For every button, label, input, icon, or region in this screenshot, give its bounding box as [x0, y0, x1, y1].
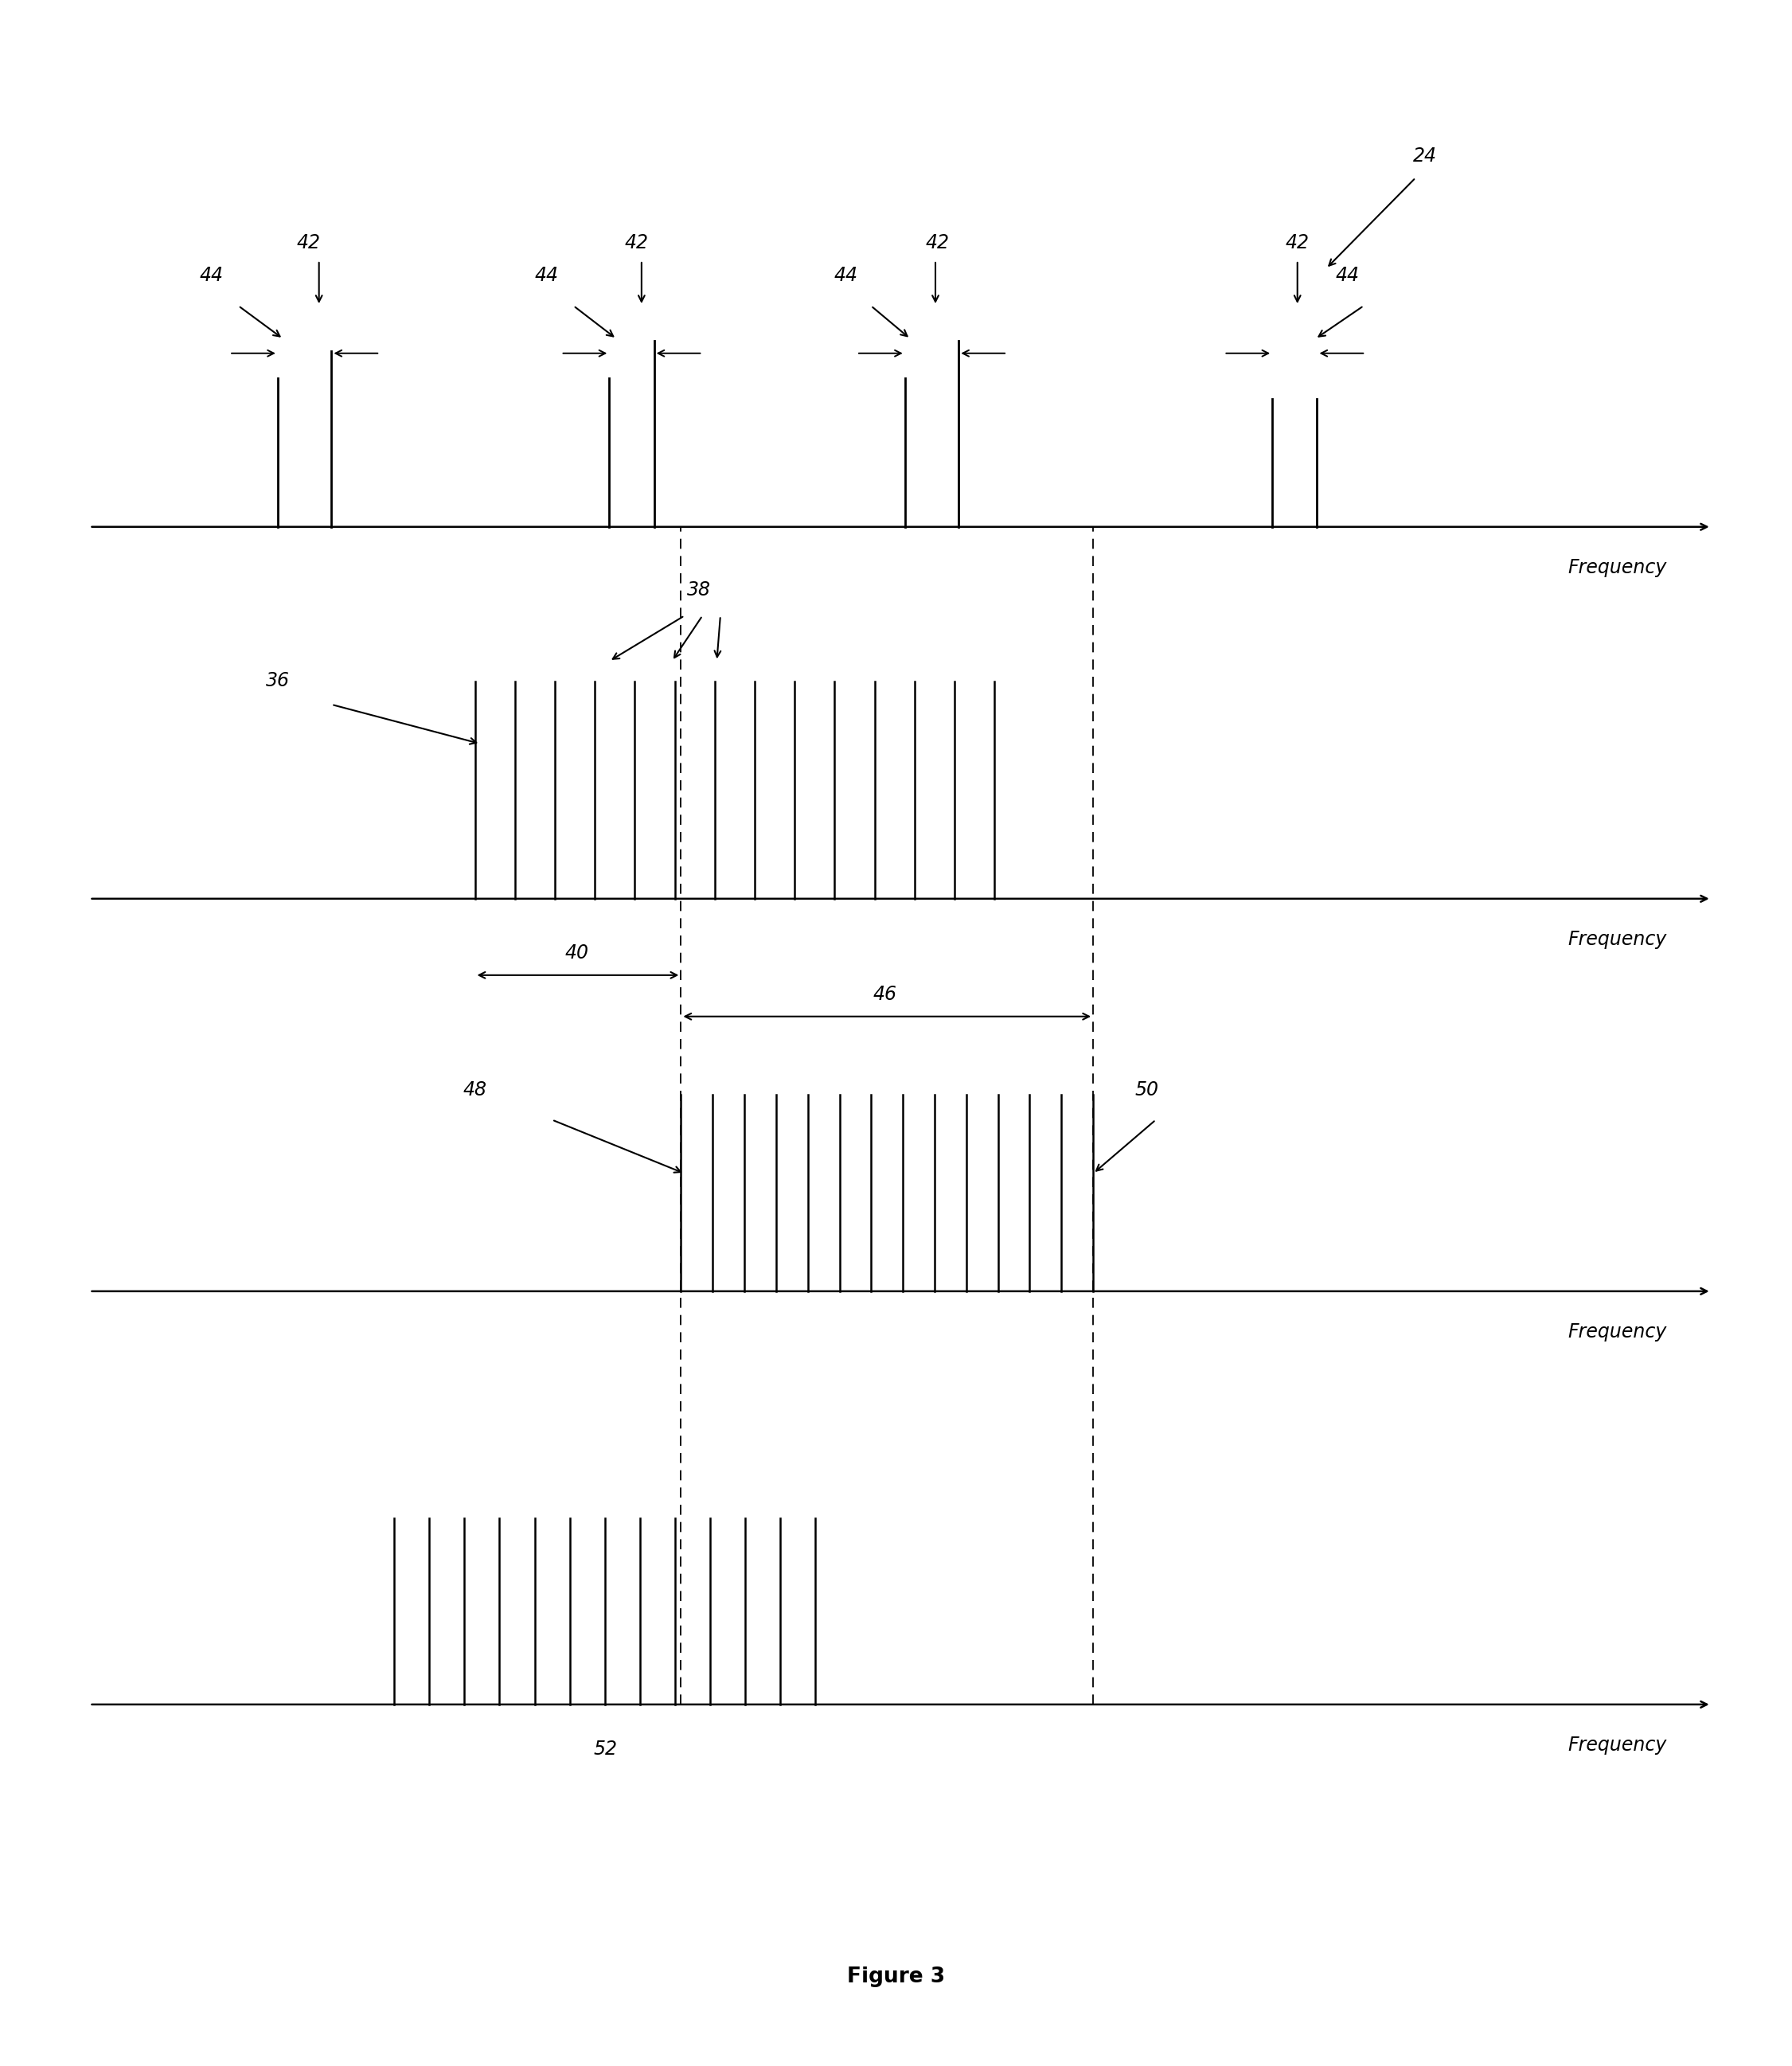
Text: 44: 44 — [1335, 267, 1360, 285]
Text: Frequency: Frequency — [1568, 558, 1667, 576]
Text: Frequency: Frequency — [1568, 1322, 1667, 1341]
Text: 38: 38 — [686, 581, 711, 599]
Text: 48: 48 — [462, 1081, 487, 1099]
Text: 42: 42 — [1285, 233, 1310, 252]
Text: 42: 42 — [624, 233, 649, 252]
Text: 52: 52 — [593, 1740, 618, 1758]
Text: 44: 44 — [833, 267, 858, 285]
Text: Frequency: Frequency — [1568, 1735, 1667, 1754]
Text: 36: 36 — [265, 671, 290, 690]
Text: 24: 24 — [1412, 147, 1437, 165]
Text: 42: 42 — [925, 233, 950, 252]
Text: 42: 42 — [296, 233, 321, 252]
Text: 40: 40 — [564, 944, 590, 963]
Text: 44: 44 — [534, 267, 559, 285]
Text: 44: 44 — [199, 267, 224, 285]
Text: 50: 50 — [1134, 1081, 1159, 1099]
Text: Frequency: Frequency — [1568, 930, 1667, 948]
Text: Figure 3: Figure 3 — [848, 1967, 944, 1987]
Text: 46: 46 — [873, 985, 898, 1004]
